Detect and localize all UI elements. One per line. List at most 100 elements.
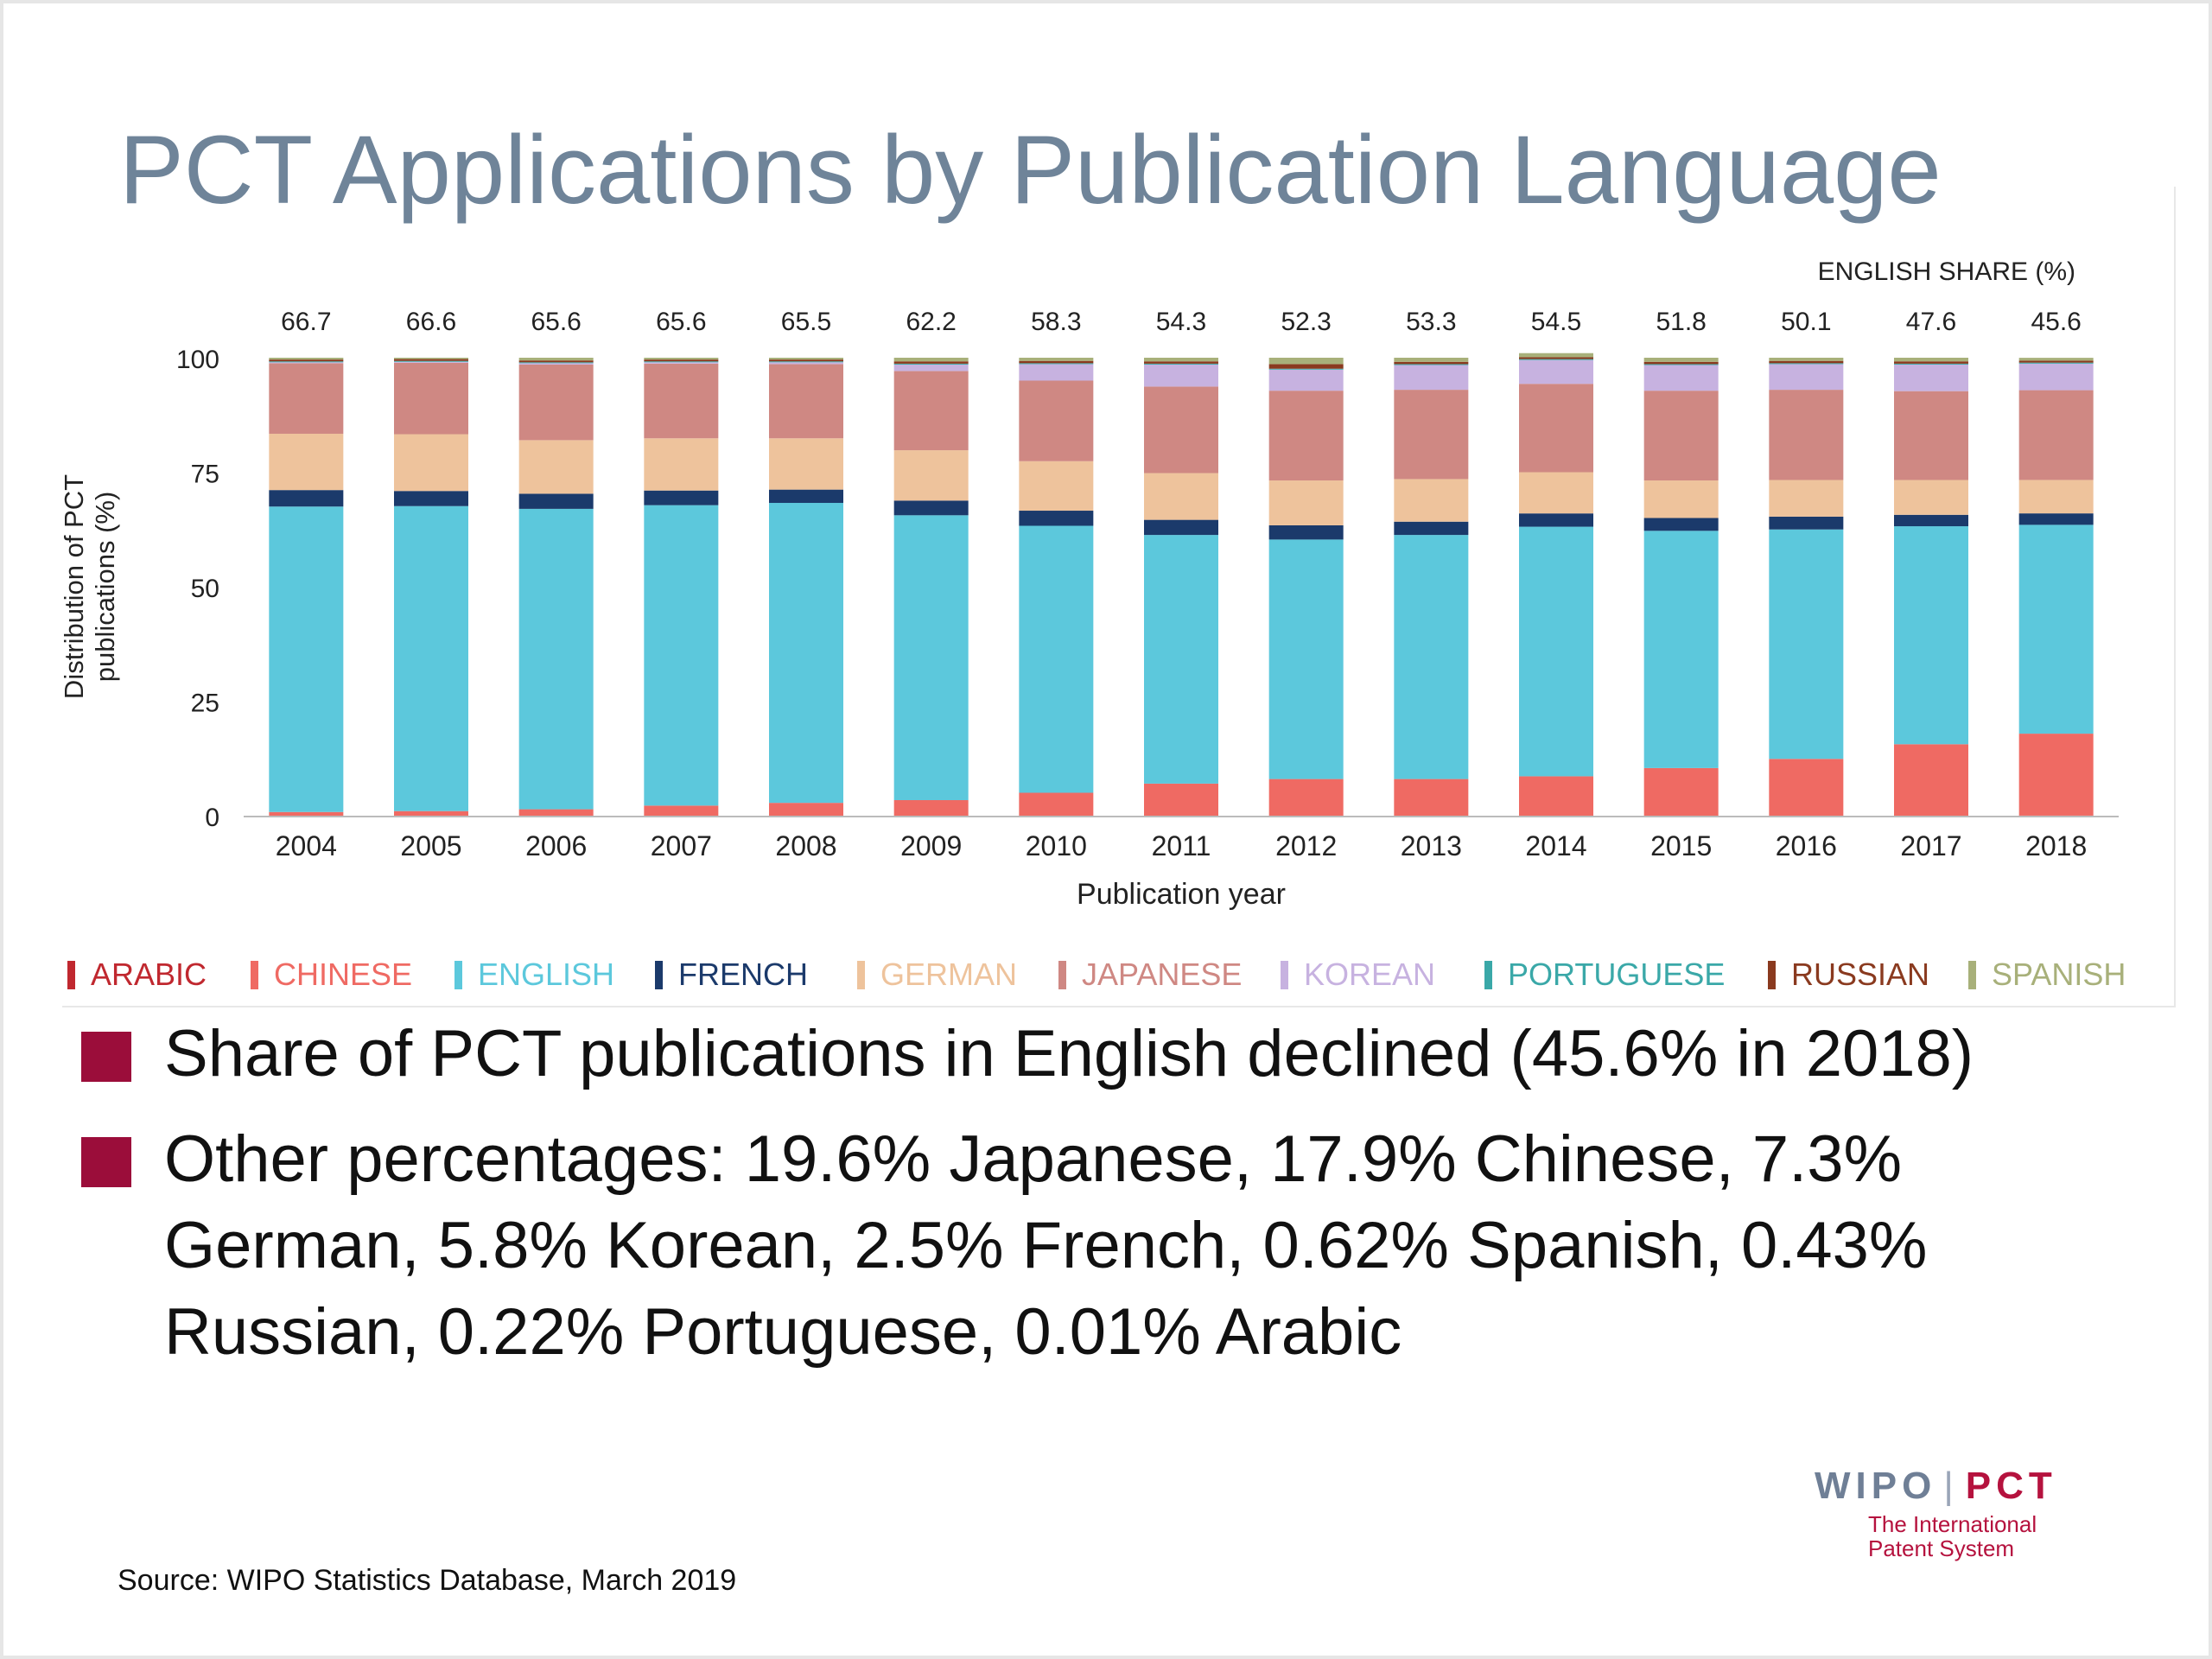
bar-segment-german xyxy=(1894,480,1968,515)
bar-segment-french xyxy=(1519,513,1593,527)
bar-segment-english xyxy=(1019,525,1094,793)
bar-segment-korean xyxy=(1643,365,1719,391)
bar-segment-portuguese xyxy=(1268,368,1344,370)
english-share-label: 45.6 xyxy=(2031,308,2081,336)
bar-segment-japanese xyxy=(394,362,468,435)
bullet-text: Share of PCT publications in English dec… xyxy=(164,1017,1974,1090)
bar-segment-spanish xyxy=(644,358,719,360)
x-tick-label: 2017 xyxy=(1900,830,1961,861)
bar-segment-japanese xyxy=(518,364,594,441)
y-tick-label: 0 xyxy=(205,804,219,832)
bar-segment-chinese xyxy=(1394,779,1469,816)
x-tick-label: 2008 xyxy=(775,830,836,861)
english-share-label: 54.5 xyxy=(1531,308,1581,336)
bar-segment-portuguese xyxy=(1643,364,1719,365)
bar-segment-spanish xyxy=(893,358,969,362)
bar-segment-korean xyxy=(1268,369,1344,391)
bar-segment-portuguese xyxy=(644,361,719,363)
legend-label: JAPANESE xyxy=(1082,957,1243,992)
bar-segment-korean xyxy=(1394,365,1469,391)
x-tick-label: 2006 xyxy=(525,830,587,861)
bar-segment-portuguese xyxy=(1019,363,1094,365)
logo-separator: | xyxy=(1943,1465,1959,1507)
bar-segment-portuguese xyxy=(1519,359,1593,360)
logo-pct-text: PCT xyxy=(1965,1465,2057,1507)
x-tick-label: 2012 xyxy=(1275,830,1337,861)
x-tick-label: 2015 xyxy=(1650,830,1712,861)
bar-segment-german xyxy=(1519,472,1593,514)
bullet-list: Share of PCT publications in English dec… xyxy=(78,1011,2169,1395)
english-share-label: 50.1 xyxy=(1781,308,1831,336)
english-share-label: 66.7 xyxy=(281,308,331,336)
bar-segment-japanese xyxy=(1144,386,1218,474)
bar-segment-japanese xyxy=(1394,390,1469,480)
logo-wipo-text: WIPO xyxy=(1815,1465,1937,1507)
bar-segment-french xyxy=(2018,513,2094,525)
y-tick-label: 25 xyxy=(191,690,219,718)
bar-segment-chinese xyxy=(1769,759,1844,816)
english-share-label: 65.6 xyxy=(656,308,706,336)
legend-label: GERMAN xyxy=(880,957,1018,992)
bullet-item: Other percentages: 19.6% Japanese, 17.9%… xyxy=(78,1116,2169,1376)
english-share-label: 62.2 xyxy=(906,308,956,336)
english-share-label: 52.3 xyxy=(1281,308,1331,336)
english-share-label: 65.5 xyxy=(781,308,831,336)
x-axis-label: Publication year xyxy=(1077,878,1286,911)
bar-segment-russian xyxy=(769,359,843,362)
bar-segment-spanish xyxy=(1394,358,1469,362)
legend-label: PORTUGUESE xyxy=(1508,957,1726,992)
bar-segment-portuguese xyxy=(518,362,594,364)
bar-segment-english xyxy=(1519,526,1593,777)
bar-segment-portuguese xyxy=(269,361,344,363)
bar-segment-portuguese xyxy=(1394,364,1469,365)
stacked-bar-chart: 0 25 50 75 100 2004 66.7 2005 66.6 2006 65.6 2007 65… xyxy=(62,257,2119,911)
chart-panel: 0 25 50 75 100 2004 66.7 2005 66.6 2006 65.6 2007 65… xyxy=(62,187,2176,1007)
bar-segment-spanish xyxy=(769,358,843,360)
x-tick-label: 2016 xyxy=(1776,830,1837,861)
english-share-label: 65.6 xyxy=(531,308,581,336)
english-share-title: ENGLISH SHARE (%) xyxy=(1818,257,2075,286)
bar-segment-spanish xyxy=(1769,358,1844,361)
bar-segment-spanish xyxy=(1894,358,1968,362)
legend-label: RUSSIAN xyxy=(1791,957,1930,992)
bar-segment-german xyxy=(269,433,344,491)
legend-swatch xyxy=(1281,960,1288,989)
bar-segment-german xyxy=(769,438,843,490)
bar-segment-english xyxy=(1268,539,1344,779)
bar-segment-french xyxy=(1394,521,1469,536)
bar-segment-english xyxy=(394,505,468,811)
bar-segment-japanese xyxy=(1519,384,1593,473)
bar-segment-japanese xyxy=(1268,391,1344,481)
bar-segment-portuguese xyxy=(769,361,843,363)
bar-segment-russian xyxy=(1769,360,1844,364)
bar-segment-chinese xyxy=(1019,792,1094,816)
legend-item-french: FRENCH xyxy=(655,950,808,999)
bar-segment-portuguese xyxy=(394,360,468,362)
bar-segment-japanese xyxy=(644,363,719,439)
bar-segment-japanese xyxy=(269,363,344,434)
bar-segment-portuguese xyxy=(1894,363,1968,365)
legend-swatch xyxy=(1058,960,1066,989)
bar-segment-russian xyxy=(1019,360,1094,364)
bar-segment-korean xyxy=(1144,364,1218,387)
x-tick-label: 2004 xyxy=(276,830,337,861)
bar-segment-japanese xyxy=(769,364,843,439)
bar-segment-chinese xyxy=(2018,734,2094,816)
bar-segment-english xyxy=(644,505,719,806)
bar-segment-english xyxy=(1394,535,1469,779)
bar-segment-german xyxy=(394,434,468,492)
bar-segment-english xyxy=(269,506,344,812)
y-axis-label-line: Distribution of PCT xyxy=(62,474,89,699)
bar-segment-chinese xyxy=(893,799,969,816)
bar-segment-korean xyxy=(1019,364,1094,381)
bar-segment-korean xyxy=(2018,363,2094,391)
bar-segment-japanese xyxy=(2018,390,2094,480)
bar-segment-portuguese xyxy=(893,363,969,365)
bar-segment-chinese xyxy=(394,810,468,816)
bar-segment-japanese xyxy=(893,371,969,451)
y-tick-label: 75 xyxy=(191,461,219,489)
logo-tagline-line2: Patent System xyxy=(1868,1535,2015,1561)
logo-wordmark: WIPO | PCT xyxy=(1815,1465,2091,1508)
bar-segment-german xyxy=(1144,473,1218,520)
bar-segment-russian xyxy=(269,359,344,362)
